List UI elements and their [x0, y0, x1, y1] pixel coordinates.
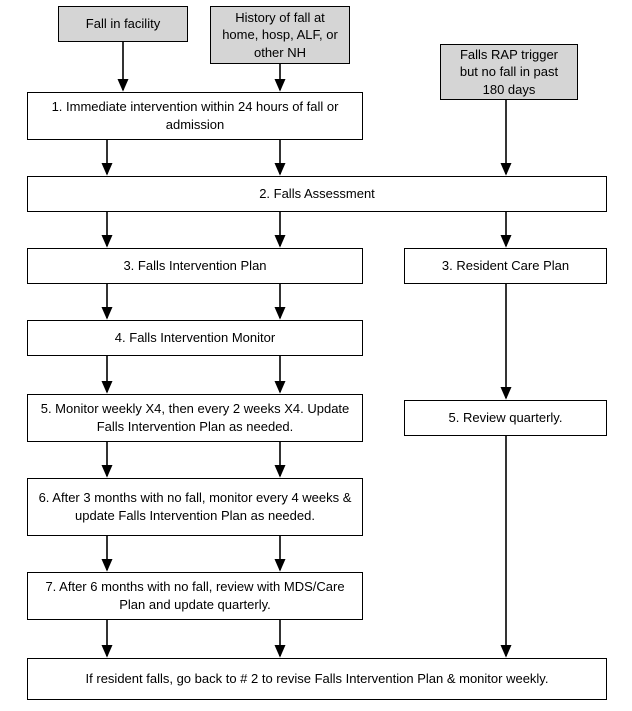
step-final-if-resident-falls: If resident falls, go back to # 2 to rev…: [27, 658, 607, 700]
step-3-resident-care-plan: 3. Resident Care Plan: [404, 248, 607, 284]
step-2-falls-assessment: 2. Falls Assessment: [27, 176, 607, 212]
start-rap-trigger: Falls RAP trigger but no fall in past 18…: [440, 44, 578, 100]
step-4-intervention-monitor: 4. Falls Intervention Monitor: [27, 320, 363, 356]
step-7-after-6-months: 7. After 6 months with no fall, review w…: [27, 572, 363, 620]
start-fall-in-facility: Fall in facility: [58, 6, 188, 42]
step-1-immediate-intervention: 1. Immediate intervention within 24 hour…: [27, 92, 363, 140]
step-3-falls-intervention-plan: 3. Falls Intervention Plan: [27, 248, 363, 284]
start-history-of-fall: History of fall at home, hosp, ALF, or o…: [210, 6, 350, 64]
step-6-after-3-months: 6. After 3 months with no fall, monitor …: [27, 478, 363, 536]
step-5-review-quarterly: 5. Review quarterly.: [404, 400, 607, 436]
step-5-monitor-weekly: 5. Monitor weekly X4, then every 2 weeks…: [27, 394, 363, 442]
